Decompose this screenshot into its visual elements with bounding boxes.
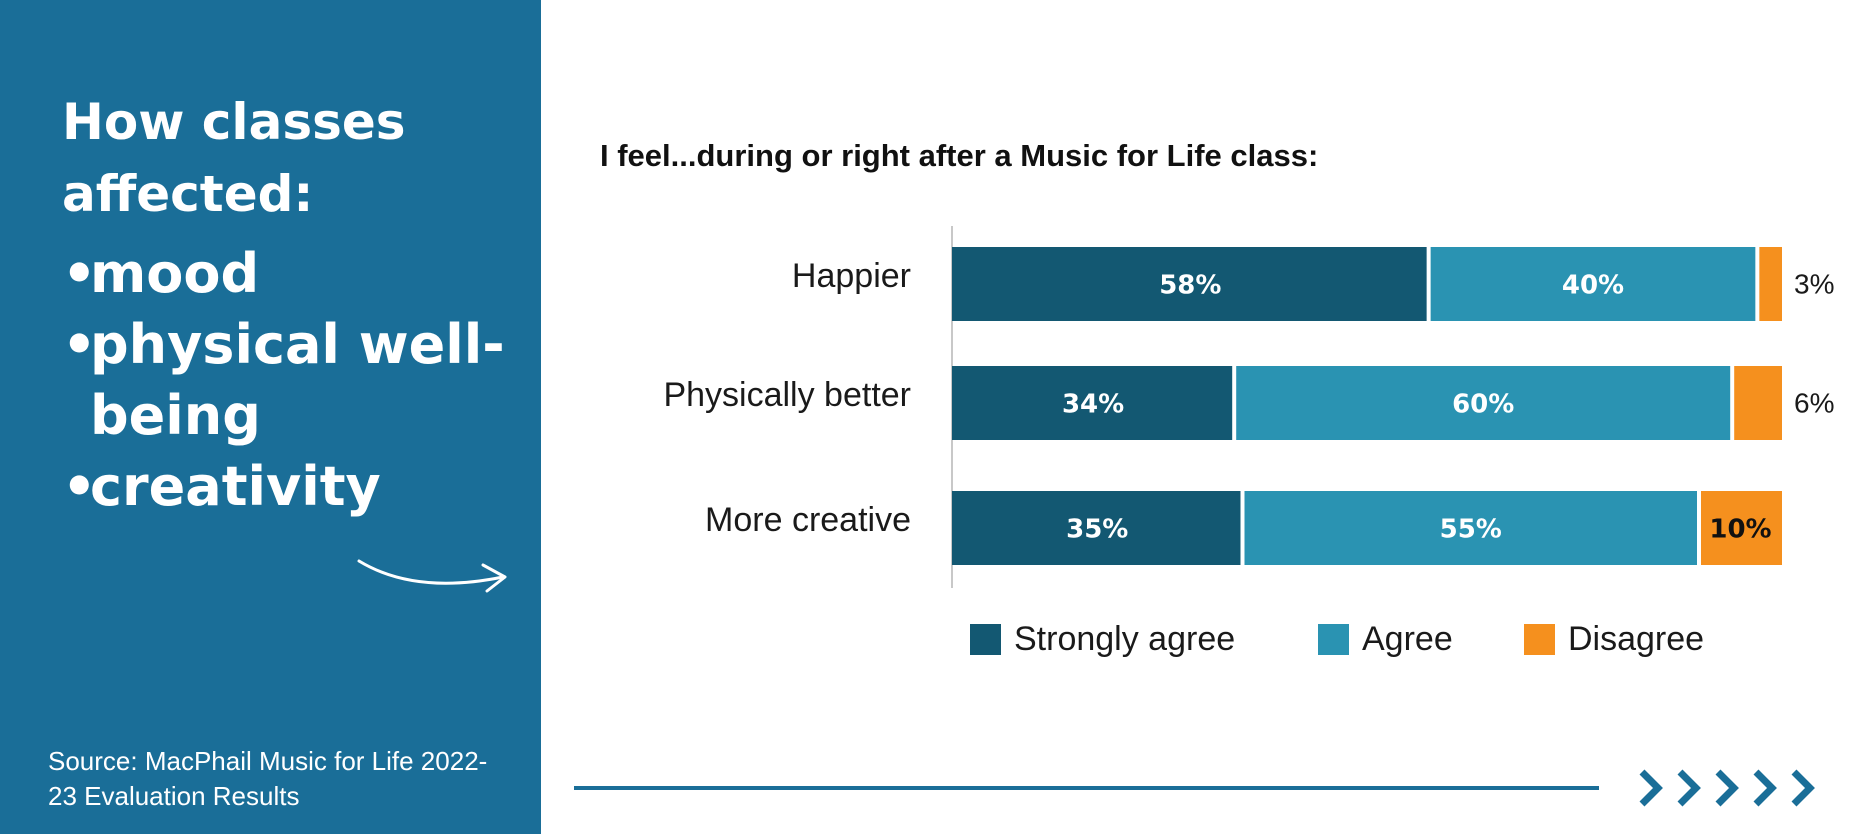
bar-happier-agree bbox=[1430, 247, 1756, 321]
category-label-physically-better: Physically better bbox=[663, 376, 911, 414]
footer-divider bbox=[574, 786, 1599, 790]
bar-happier-strongly-agree bbox=[952, 247, 1427, 321]
bar-physically-better-disagree bbox=[1734, 366, 1782, 440]
data-label-happier-disagree: 3% bbox=[1794, 268, 1834, 299]
bullet-physical-well-being: physical well-being bbox=[62, 309, 522, 451]
data-label-happier-agree: 40% bbox=[1562, 271, 1624, 301]
bullet-creativity: creativity bbox=[62, 451, 522, 522]
legend-label-agree: Agree bbox=[1362, 620, 1453, 658]
category-label-happier: Happier bbox=[792, 257, 911, 295]
chevrons-right-icon bbox=[1639, 769, 1815, 807]
legend-label-strongly-agree: Strongly agree bbox=[1014, 620, 1235, 658]
legend-swatch-strongly-agree bbox=[970, 624, 1001, 655]
data-label-physically-better-strongly-agree: 34% bbox=[1062, 390, 1124, 420]
left-panel: How classes affected: mood physical well… bbox=[0, 0, 541, 834]
bar-more-creative-strongly-agree bbox=[952, 491, 1241, 565]
data-label-more-creative-strongly-agree: 35% bbox=[1066, 515, 1128, 545]
stacked-bar-chart: Happier 58% 40% 3% Physically better 34% 60% 6%… bbox=[663, 226, 1834, 658]
curved-arrow-icon bbox=[357, 559, 507, 593]
category-label-more-creative: More creative bbox=[705, 501, 911, 539]
data-label-happier-strongly-agree: 58% bbox=[1159, 271, 1221, 301]
legend-swatch-disagree bbox=[1524, 624, 1555, 655]
legend-swatch-agree bbox=[1318, 624, 1349, 655]
bar-physically-better-strongly-agree bbox=[952, 366, 1233, 440]
bullet-list: mood physical well-being creativity bbox=[62, 238, 522, 522]
data-label-physically-better-agree: 60% bbox=[1452, 390, 1514, 420]
data-label-physically-better-disagree: 6% bbox=[1794, 387, 1834, 418]
bar-more-creative-agree bbox=[1244, 491, 1697, 565]
bar-more-creative-disagree bbox=[1701, 491, 1782, 565]
data-label-more-creative-agree: 55% bbox=[1440, 515, 1502, 545]
legend-label-disagree: Disagree bbox=[1568, 620, 1704, 658]
bar-physically-better-agree bbox=[1236, 366, 1731, 440]
source-note: Source: MacPhail Music for Life 2022-23 … bbox=[48, 746, 488, 811]
bar-happier-disagree bbox=[1759, 247, 1782, 321]
data-label-more-creative-disagree: 10% bbox=[1709, 515, 1771, 545]
panel-heading: How classes affected: bbox=[62, 93, 406, 223]
chart-title: I feel...during or right after a Music f… bbox=[600, 138, 1319, 173]
bullet-mood: mood bbox=[62, 238, 522, 309]
